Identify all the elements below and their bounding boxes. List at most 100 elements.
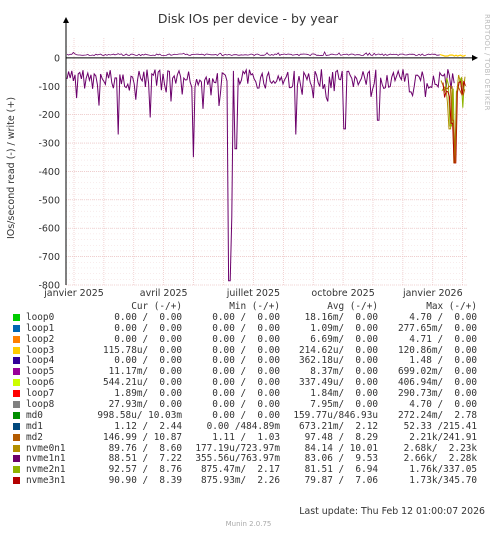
legend-max: 1.76k/337.05 (409, 464, 477, 476)
legend-swatch (13, 477, 20, 485)
legend-header: Cur (-/+) Min (-/+) Avg (-/+) Max (-/+) (0, 301, 497, 312)
chart: Disk IOs per device - by year IOs/second… (6, 11, 478, 299)
legend-row: loop1 0.00 / 0.00 0.00 / 0.00 1.09m/ 0.00 27… (0, 323, 497, 334)
legend-max: 4.71 / 0.00 (409, 333, 477, 345)
legend-cur: 11.17m/ 0.00 (108, 366, 182, 378)
legend-max: 699.02m/ 0.00 (397, 366, 477, 378)
legend-min: 0.00 / 0.00 (212, 388, 280, 400)
legend-swatch (13, 346, 20, 354)
chart-title: Disk IOs per device - by year (158, 11, 339, 26)
legend-swatch (13, 401, 20, 409)
legend-name: md2 (26, 431, 43, 443)
legend-min: 0.00 / 0.00 (212, 399, 280, 411)
legend-row: md0 998.58u/ 10.03m 0.00 / 0.00 159.77u/846… (0, 410, 497, 421)
legend-cur: 0.00 / 0.00 (114, 322, 182, 334)
legend-avg: 362.18u/ 0.00 (298, 355, 378, 367)
legend-min: 0.00 / 0.00 (212, 377, 280, 389)
legend-row: md2 146.99 / 10.87 1.11 / 1.03 97.48 / 8.29… (0, 432, 497, 443)
legend-min: 0.00 / 0.00 (212, 333, 280, 345)
legend-col-avg: Avg (-/+) (327, 301, 378, 312)
x-tick-label: octobre 2025 (311, 288, 374, 299)
legend-row: loop5 11.17m/ 0.00 0.00 / 0.00 8.37m/ 0.00 6… (0, 366, 497, 377)
legend-min: 0.00 / 0.00 (212, 355, 280, 367)
legend-cur: 92.57 / 8.76 (108, 464, 182, 476)
legend-row: loop4 0.00 / 0.00 0.00 / 0.00 362.18u/ 0.00… (0, 355, 497, 366)
legend-min: 0.00 / 0.00 (212, 322, 280, 334)
legend-name: loop4 (26, 355, 55, 367)
legend-cur: 27.93m/ 0.00 (108, 399, 182, 411)
legend-name: loop8 (26, 399, 55, 411)
legend-row: nvme1n1 88.51 / 7.22 355.56u/763.97m 83.06 … (0, 453, 497, 464)
y-tick-label: -200 (38, 110, 60, 121)
legend-min: 355.56u/763.97m (195, 453, 280, 465)
legend-name: loop1 (26, 322, 55, 334)
x-tick-label: janvier 2026 (402, 288, 463, 299)
legend-min: 1.11 / 1.03 (212, 431, 280, 443)
series-line-write-band (439, 53, 466, 57)
legend-min: 0.00 / 0.00 (212, 344, 280, 356)
legend-swatch (13, 368, 20, 376)
legend-avg: 1.09m/ 0.00 (310, 322, 378, 334)
legend-max: 4.70 / 0.00 (409, 311, 477, 323)
legend-name: loop5 (26, 366, 55, 378)
legend-row: loop2 0.00 / 0.00 0.00 / 0.00 6.69m/ 0.00 4.… (0, 334, 497, 345)
munin-version: Munin 2.0.75 (225, 520, 272, 528)
legend-cur: 0.00 / 0.00 (114, 333, 182, 345)
legend-max: 272.24m/ 2.78 (397, 409, 477, 421)
legend-avg: 81.51 / 6.94 (304, 464, 378, 476)
x-tick-label: janvier 2025 (43, 288, 104, 299)
series-line-nvme2n1 (441, 76, 465, 163)
legend-row: loop0 0.00 / 0.00 0.00 / 0.00 18.16m/ 0.00 4… (0, 312, 497, 323)
legend-row: nvme3n1 90.90 / 8.39 875.93m/ 2.26 79.87 / … (0, 475, 497, 486)
legend-name: loop2 (26, 333, 55, 345)
legend-avg: 18.16m/ 0.00 (304, 311, 378, 323)
legend-cur: 1.89m/ 0.00 (114, 388, 182, 400)
legend-min: 875.47m/ 2.17 (200, 464, 280, 476)
y-tick-label: -500 (38, 195, 60, 206)
legend-row: loop7 1.89m/ 0.00 0.00 / 0.00 1.84m/ 0.00 29… (0, 388, 497, 399)
x-tick-label: avril 2025 (140, 288, 188, 299)
legend-rows: loop0 0.00 / 0.00 0.00 / 0.00 18.16m/ 0.00 4… (0, 312, 497, 486)
legend-col-max: Max (-/+) (426, 301, 477, 312)
legend-avg: 6.69m/ 0.00 (310, 333, 378, 345)
legend-swatch (13, 433, 20, 441)
legend-row: loop8 27.93m/ 0.00 0.00 / 0.00 7.95m/ 0.00 4… (0, 399, 497, 410)
legend-avg: 159.77u/846.93u (293, 409, 378, 421)
legend-row: md1 1.12 / 2.44 0.00 /484.89m 673.21m/ 2.12… (0, 421, 497, 432)
y-tick-label: -800 (38, 281, 60, 292)
legend-max: 120.86m/ 0.00 (397, 344, 477, 356)
legend-swatch (13, 357, 20, 365)
legend-max: 1.48 / 0.00 (409, 355, 477, 367)
legend-row: nvme2n1 92.57 / 8.76 875.47m/ 2.17 81.51 / … (0, 464, 497, 475)
legend-name: nvme3n1 (26, 475, 66, 487)
legend: Cur (-/+) Min (-/+) Avg (-/+) Max (-/+) … (0, 301, 497, 486)
legend-max: 277.65m/ 0.00 (397, 322, 477, 334)
legend-swatch (13, 324, 20, 332)
legend-avg: 83.06 / 9.53 (304, 453, 378, 465)
legend-swatch (13, 466, 20, 474)
last-update: Last update: Thu Feb 12 01:00:07 2026 (299, 506, 485, 517)
series-line-nvme1n1-write (66, 51, 440, 57)
y-tick-label: 0 (54, 53, 60, 64)
legend-avg: 79.87 / 7.06 (304, 475, 378, 487)
x-tick-label: juillet 2025 (226, 288, 280, 299)
legend-swatch (13, 390, 20, 398)
legend-cur: 89.76 / 8.60 (108, 442, 182, 454)
legend-min: 0.00 /484.89m (206, 420, 280, 432)
y-tick-label: -600 (38, 224, 60, 235)
x-axis-arrow (472, 54, 478, 61)
y-tick-label: -300 (38, 139, 60, 150)
series-line-nvme1n1 (66, 67, 455, 282)
legend-max: 1.73k/345.70 (409, 475, 477, 487)
legend-name: loop7 (26, 388, 55, 400)
legend-cur: 146.99 / 10.87 (102, 431, 182, 443)
legend-col-cur: Cur (-/+) (131, 301, 182, 312)
legend-cur: 88.51 / 7.22 (108, 453, 182, 465)
legend-name: nvme1n1 (26, 453, 66, 465)
legend-min: 0.00 / 0.00 (212, 409, 280, 421)
series-line-md2 (443, 85, 466, 163)
legend-avg: 84.14 / 10.01 (304, 442, 378, 454)
series-lines (66, 51, 466, 282)
legend-avg: 673.21m/ 2.12 (298, 420, 378, 432)
y-tick-label: -100 (38, 82, 60, 93)
